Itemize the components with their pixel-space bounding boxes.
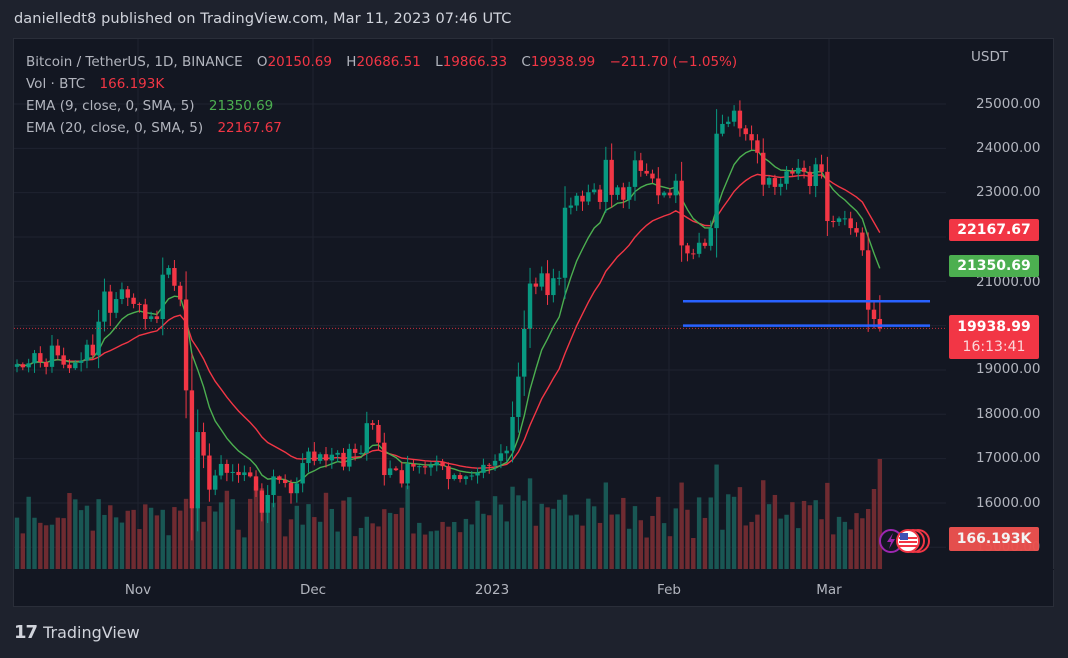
- chart-legend: Bitcoin / TetherUS, 1D, BINANCE O20150.6…: [26, 51, 737, 139]
- tradingview-branding[interactable]: 17 TradingView: [14, 622, 140, 643]
- change-value: −211.70 (−1.05%): [609, 54, 738, 70]
- last-price-value: 19938.99: [957, 319, 1031, 335]
- price-tick: 17000.00: [976, 450, 1041, 466]
- close-label: C: [521, 54, 531, 70]
- time-label-2023: 2023: [474, 582, 510, 598]
- us-economic-event-icon[interactable]: [896, 529, 930, 553]
- open-value: 20150.69: [267, 54, 332, 70]
- open-label: O: [256, 54, 268, 70]
- price-tick: 21000.00: [976, 274, 1041, 290]
- volume-label[interactable]: Vol · BTC: [26, 76, 86, 92]
- ema20-label[interactable]: EMA (20, close, 0, SMA, 5): [26, 120, 204, 136]
- volume-value: 166.193K: [99, 76, 165, 92]
- ema9-value: 21350.69: [208, 98, 274, 114]
- candlestick-chart[interactable]: [14, 39, 946, 569]
- ema20-value: 22167.67: [217, 120, 282, 136]
- high-value: 20686.51: [356, 54, 421, 70]
- brand-name: TradingView: [43, 623, 140, 642]
- ema9-label[interactable]: EMA (9, close, 0, SMA, 5): [26, 98, 195, 114]
- tradingview-logo-icon: 17: [14, 622, 38, 643]
- volume-pill: 166.193K: [949, 527, 1039, 551]
- low-label: L: [435, 54, 443, 70]
- high-label: H: [346, 54, 357, 70]
- legend-volume-row: Vol · BTC 166.193K: [26, 73, 737, 95]
- price-tick: 16000.00: [976, 495, 1041, 511]
- price-tick: 24000.00: [976, 140, 1041, 156]
- time-label-dec: Dec: [299, 582, 327, 598]
- time-label-mar: Mar: [816, 582, 842, 598]
- time-axis[interactable]: Nov Dec 2023 Feb Mar: [14, 569, 1054, 608]
- price-tick: 19000.00: [976, 361, 1041, 377]
- chart-frame: Bitcoin / TetherUS, 1D, BINANCE O20150.6…: [13, 38, 1054, 607]
- chart-plot-area[interactable]: Bitcoin / TetherUS, 1D, BINANCE O20150.6…: [14, 39, 946, 569]
- symbol-name[interactable]: Bitcoin / TetherUS, 1D, BINANCE: [26, 54, 243, 70]
- ema20-price-pill: 22167.67: [949, 219, 1039, 241]
- legend-symbol-row: Bitcoin / TetherUS, 1D, BINANCE O20150.6…: [26, 51, 737, 73]
- low-value: 19866.33: [442, 54, 508, 70]
- event-markers: [876, 526, 946, 556]
- last-price-pill: 19938.99 16:13:41: [949, 315, 1039, 359]
- ema9-price-pill: 21350.69: [949, 255, 1039, 277]
- price-tick: 25000.00: [976, 96, 1041, 112]
- legend-ema20-row: EMA (20, close, 0, SMA, 5) 22167.67: [26, 117, 737, 139]
- price-scale[interactable]: USDT 25000.00 24000.00 23000.00 21000.00…: [946, 39, 1055, 569]
- legend-ema9-row: EMA (9, close, 0, SMA, 5) 21350.69: [26, 95, 737, 117]
- time-label-feb: Feb: [657, 582, 681, 598]
- bar-countdown: 16:13:41: [962, 339, 1026, 355]
- price-tick: 18000.00: [976, 406, 1041, 422]
- price-tick: 23000.00: [976, 184, 1041, 200]
- publish-header: danielledt8 published on TradingView.com…: [14, 11, 512, 27]
- close-value: 19938.99: [530, 54, 596, 70]
- currency-label: USDT: [971, 49, 1009, 65]
- time-label-nov: Nov: [124, 582, 152, 598]
